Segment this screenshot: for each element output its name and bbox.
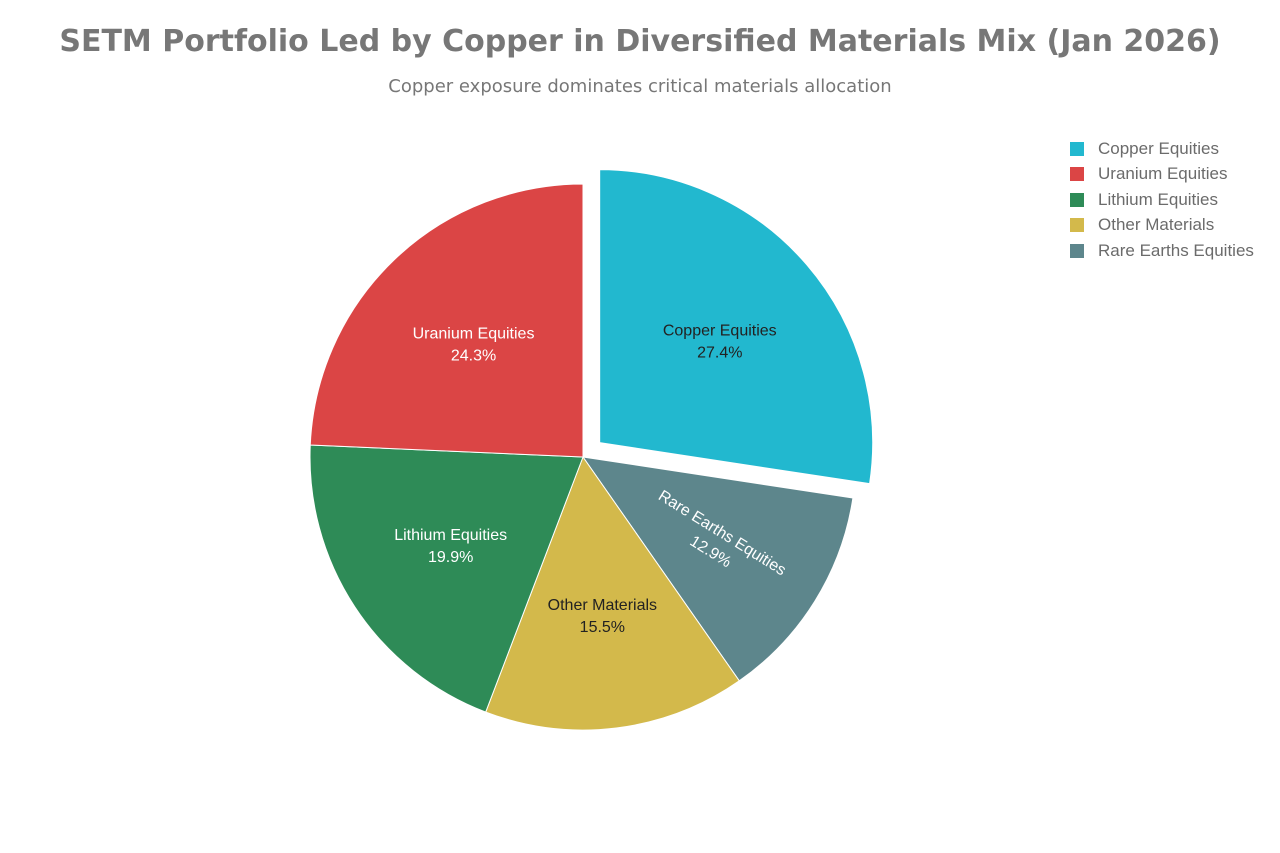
slice-value-label: 19.9% (428, 549, 473, 566)
slice-label-group: Copper Equities 27.4% (663, 322, 777, 361)
legend-label: Uranium Equities (1098, 164, 1228, 184)
legend-label: Copper Equities (1098, 138, 1219, 158)
pie-slice-other-materials[interactable] (485, 455, 740, 731)
slice-value-label: 27.4% (697, 344, 742, 361)
legend-label: Rare Earths Equities (1098, 240, 1254, 260)
slice-label: Lithium Equities (394, 527, 507, 544)
legend-label: Lithium Equities (1098, 189, 1219, 209)
chart-title: SETM Portfolio Led by Copper in Diversif… (59, 24, 1221, 59)
legend-label: Other Materials (1098, 215, 1215, 235)
pie-slices (309, 169, 874, 731)
pie-slice-lithium-equities[interactable] (309, 444, 584, 713)
slice-label: Copper Equities (663, 322, 777, 339)
legend-swatch (1070, 243, 1084, 258)
legend-item-lithium[interactable]: Lithium Equities (1070, 187, 1254, 213)
slice-label-group: Uranium Equities 24.3% (413, 326, 535, 365)
legend-swatch (1070, 218, 1084, 233)
slice-label-group: Lithium Equities 19.9% (394, 527, 507, 566)
pie-slice-copper-equities[interactable] (599, 169, 874, 485)
legend-item-rare-earths[interactable]: Rare Earths Equities (1070, 238, 1254, 264)
legend-swatch (1070, 192, 1084, 207)
slice-value-label: 24.3% (451, 348, 496, 365)
slice-label: Uranium Equities (413, 326, 535, 343)
legend-item-other[interactable]: Other Materials (1070, 213, 1254, 239)
slice-value-label: 15.5% (580, 619, 625, 636)
pie-slice-uranium-equities[interactable] (309, 183, 584, 458)
chart-subtitle: Copper exposure dominates critical mater… (388, 76, 892, 97)
slice-label-group: Other Materials 15.5% (548, 597, 657, 636)
legend-item-uranium[interactable]: Uranium Equities (1070, 162, 1254, 188)
slice-label: Other Materials (548, 597, 657, 614)
chart-legend: Copper Equities Uranium Equities Lithium… (1070, 136, 1254, 264)
legend-item-copper[interactable]: Copper Equities (1070, 136, 1254, 162)
legend-swatch (1070, 167, 1084, 182)
legend-swatch (1070, 141, 1084, 156)
pie-slice-rare-earths-equities[interactable] (581, 456, 854, 682)
